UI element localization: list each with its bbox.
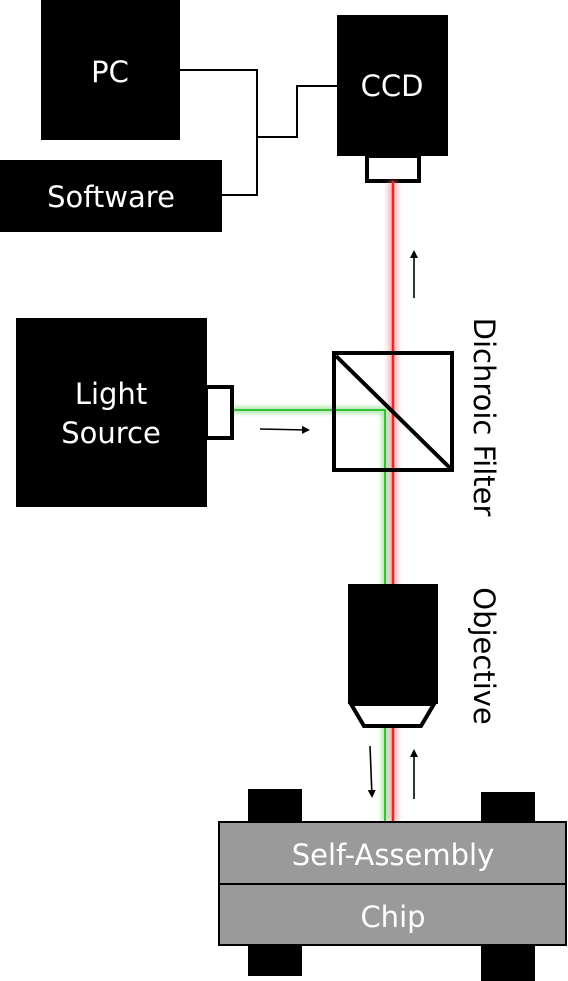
dichroic-filter-cube	[332, 351, 454, 472]
clamp-top-right	[481, 792, 535, 824]
cable-wiring	[180, 69, 338, 196]
ccd-label: CCD	[361, 69, 424, 103]
pc-label: PC	[91, 55, 129, 89]
arrow-right-source	[259, 425, 310, 434]
ccd-camera: CCD	[337, 15, 448, 183]
clamp-bottom-right	[481, 944, 535, 981]
software-box: Software	[0, 160, 222, 232]
arrow-down-sample	[367, 745, 376, 798]
dichroic-filter-label: Dichroic Filter	[467, 318, 501, 517]
chip-stage: Self-Assembly Chip	[218, 789, 567, 981]
clamp-top-left	[248, 789, 302, 824]
chip-layer	[218, 883, 567, 946]
light-source-label-line2: Source	[61, 416, 161, 450]
objective-label: Objective	[467, 587, 501, 725]
self-assembly-label: Self-Assembly	[292, 838, 495, 872]
self-assembly-layer	[218, 821, 567, 885]
chip-label: Chip	[360, 900, 425, 934]
clamp-bottom-left	[248, 944, 302, 976]
light-source-label-line1: Light	[75, 377, 147, 411]
light-source: Light Source	[16, 318, 234, 507]
pc-box: PC	[41, 0, 180, 140]
software-label: Software	[47, 180, 175, 214]
direction-arrows	[259, 250, 418, 799]
objective-lens	[347, 584, 438, 728]
